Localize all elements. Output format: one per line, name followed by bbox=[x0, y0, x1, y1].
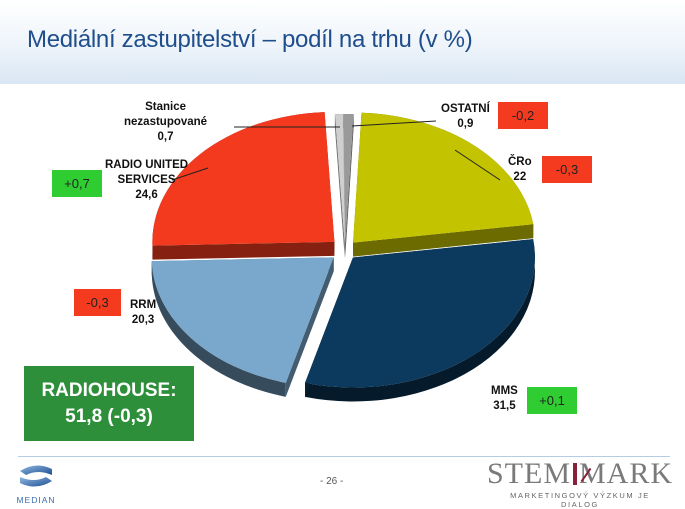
slide-title: Mediální zastupitelství – podíl na trhu … bbox=[27, 26, 473, 53]
footer-divider bbox=[18, 456, 670, 457]
median-logo: MEDIAN bbox=[14, 463, 58, 505]
change-badge-cro: -0,3 bbox=[542, 156, 592, 183]
median-logo-icon bbox=[20, 465, 52, 487]
page-number: - 26 - bbox=[320, 476, 344, 487]
pie-slice-ostatn- bbox=[343, 114, 354, 245]
stem-mark-logo: STEM MARK MARKETINGOVÝ VÝZKUM JE DIALOG bbox=[486, 457, 674, 509]
pie-slice-stanice-nezastupovan- bbox=[334, 114, 345, 245]
pie-slice--ro bbox=[353, 112, 534, 243]
stem-mark-icon bbox=[573, 463, 577, 485]
pie-slice-rrm bbox=[151, 257, 334, 383]
slide-header: Mediální zastupitelství – podíl na trhu … bbox=[0, 0, 685, 84]
label-radio-united-services: RADIO UNITED SERVICES 24,6 bbox=[105, 159, 189, 201]
pie-slice-radio-united-services bbox=[152, 112, 335, 246]
label-mms: MMS 31,5 bbox=[491, 385, 518, 412]
radiohouse-total-box: RADIOHOUSE: 51,8 (-0,3) bbox=[24, 366, 194, 441]
label-nezastupovane: Stanice nezastupované 0,7 bbox=[124, 101, 208, 143]
label-cro: ČRo 22 bbox=[508, 156, 532, 183]
label-rrm: RRM 20,3 bbox=[130, 299, 157, 326]
change-badge-rus: +0,7 bbox=[52, 170, 102, 197]
change-badge-ostatni: -0,2 bbox=[498, 102, 548, 129]
change-badge-mms: +0,1 bbox=[527, 387, 577, 414]
label-ostatni: OSTATNÍ 0,9 bbox=[441, 103, 490, 130]
change-badge-rrm: -0,3 bbox=[74, 289, 121, 316]
pie-slice-mms bbox=[305, 239, 535, 388]
